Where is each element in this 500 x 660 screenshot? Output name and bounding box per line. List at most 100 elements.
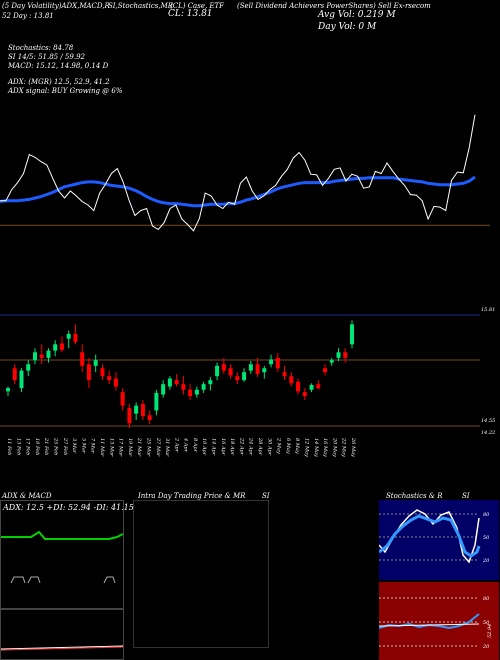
header-line1-right: (Sell Dividend Achievers PowerShares) Se… bbox=[237, 2, 431, 10]
candle-body bbox=[147, 415, 152, 421]
candle-body bbox=[140, 404, 145, 417]
date-tick-label: 2 May bbox=[276, 437, 282, 454]
adx-signal-readout: ADX signal: BUY Growing @ 6% bbox=[8, 87, 123, 95]
stoch-level-50: 50 bbox=[483, 535, 490, 541]
date-tick-label: 17 Feb bbox=[25, 438, 31, 455]
adx-line bbox=[1, 530, 123, 540]
candle-body bbox=[32, 352, 37, 361]
rsi-value: 52.94 bbox=[487, 624, 493, 638]
stoch-level-80: 80 bbox=[483, 512, 490, 518]
candle-body bbox=[309, 384, 314, 390]
candle-body bbox=[275, 357, 280, 369]
date-tick-label: 8 May bbox=[294, 438, 300, 454]
date-tick-label: 7 Mar bbox=[90, 438, 96, 454]
adx-values: ADX: 12.5 +DI: 52.94 -DI: 41.15 bbox=[3, 503, 134, 512]
candle-body bbox=[316, 384, 321, 389]
candle-body bbox=[188, 389, 193, 397]
upper-price-line-chart bbox=[0, 114, 490, 232]
date-tick-label: 6 May bbox=[285, 438, 291, 454]
candle-body bbox=[93, 360, 98, 366]
date-tick-label: 10 Apr bbox=[201, 438, 207, 456]
candlestick-chart bbox=[0, 314, 480, 429]
adx-panel-title: ADX & MACD bbox=[2, 492, 52, 500]
candle-body bbox=[19, 370, 24, 389]
candle-body bbox=[215, 365, 220, 377]
candle-body bbox=[161, 384, 166, 395]
close-price-line bbox=[0, 114, 476, 232]
date-tick-label: 20 May bbox=[331, 437, 337, 457]
candle-body bbox=[39, 354, 44, 358]
date-tick-label: 18 Apr bbox=[229, 438, 235, 456]
candle-body bbox=[201, 384, 206, 390]
candle-body bbox=[262, 368, 267, 373]
candle-body bbox=[86, 364, 91, 381]
candle-body bbox=[6, 388, 10, 392]
candle-body bbox=[113, 378, 118, 387]
candle-body bbox=[46, 350, 51, 358]
date-tick-label: 14 Apr bbox=[211, 438, 217, 456]
candle-body bbox=[242, 372, 247, 381]
candle-body bbox=[134, 405, 139, 414]
header-ticker: (CL) Case, ETF bbox=[170, 2, 225, 10]
day-volume: Day Vol: 0 M bbox=[318, 22, 377, 32]
adx-readout: ADX: (MGR) 12.5, 52.9, 41.2 bbox=[8, 78, 110, 86]
price-label-top: 15.81 bbox=[481, 307, 496, 313]
header-line2-left: 52 Day : 13.81 bbox=[2, 12, 54, 20]
rsi-level-50: 50 bbox=[483, 620, 490, 626]
stochastics-panel: 80 50 20 bbox=[379, 500, 499, 580]
candle-body bbox=[59, 343, 64, 350]
candle-body bbox=[235, 376, 240, 381]
moving-average-line bbox=[0, 175, 476, 208]
date-tick-label: 27 Mar bbox=[155, 437, 161, 457]
date-tick-label: 11 Mar bbox=[99, 438, 105, 457]
date-tick-label: 27 Feb bbox=[62, 437, 68, 455]
date-tick-label: 26 May bbox=[350, 437, 356, 457]
stochastics-svg: 80 50 20 bbox=[379, 509, 490, 564]
date-tick-label: 22 May bbox=[341, 437, 347, 457]
candle-body bbox=[269, 359, 274, 365]
candle-body bbox=[120, 392, 125, 406]
candle-body bbox=[12, 368, 17, 381]
date-tick-label: 25 Mar bbox=[145, 437, 151, 457]
di-lines bbox=[10, 576, 116, 584]
candle-body bbox=[343, 352, 348, 358]
stochastics-readout: Stochastics: 84.78 bbox=[8, 44, 74, 52]
rsi-signal-line bbox=[379, 623, 480, 627]
stoch-d-line bbox=[379, 514, 481, 558]
candle-body bbox=[255, 364, 260, 374]
date-tick-label: 12 May bbox=[304, 438, 310, 457]
candle-body bbox=[66, 333, 71, 339]
avg-volume: Avg Vol: 0.219 M bbox=[318, 10, 396, 20]
date-tick-label: 16 May bbox=[322, 438, 328, 457]
candle-body bbox=[100, 368, 105, 377]
candle-body bbox=[127, 408, 132, 424]
intraday-panel-si: SI bbox=[262, 492, 270, 500]
candle-body bbox=[107, 376, 112, 381]
date-tick-label: 19 Mar bbox=[127, 438, 133, 457]
candle-body bbox=[323, 368, 328, 373]
intraday-panel-title: Intra Day Trading Price & MR bbox=[138, 492, 246, 500]
header-line1-mid: SI,Stochastics,MR bbox=[108, 2, 174, 10]
stoch-level-20: 20 bbox=[482, 558, 490, 564]
candle-body bbox=[174, 380, 179, 385]
candle-body bbox=[194, 389, 199, 395]
candle-body bbox=[26, 364, 31, 371]
date-tick-label: 30 Apr bbox=[266, 438, 272, 456]
adx-macd-panel: ADX: 12.5 +DI: 52.94 -DI: 41.15 bbox=[0, 500, 134, 660]
candle-body bbox=[73, 333, 78, 342]
candle-body bbox=[248, 364, 253, 371]
macd-readout: MACD: 15.12, 14.98, 0.14 D bbox=[8, 62, 109, 70]
candle-body bbox=[154, 392, 159, 411]
date-tick-label: 19 Feb bbox=[34, 438, 40, 455]
date-tick-label: 31 Mar bbox=[164, 438, 170, 457]
date-tick-label: 22 Apr bbox=[238, 437, 244, 456]
date-tick-label: 13 Mar bbox=[108, 438, 114, 457]
candle-body bbox=[296, 381, 301, 392]
candle-body bbox=[289, 376, 294, 384]
price-label-low1: 14.55 bbox=[481, 418, 496, 424]
date-tick-label: 4 Apr bbox=[183, 437, 189, 453]
date-tick-label: 8 Apr bbox=[192, 438, 198, 453]
candle-body bbox=[350, 324, 354, 345]
macd-signal-line bbox=[1, 646, 123, 651]
